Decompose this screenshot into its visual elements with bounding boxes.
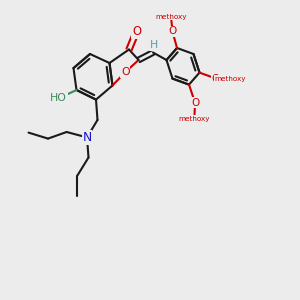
Text: O: O bbox=[168, 26, 177, 37]
Text: O: O bbox=[121, 67, 130, 77]
Text: O: O bbox=[212, 74, 220, 84]
Text: O: O bbox=[132, 25, 141, 38]
Text: methoxy: methoxy bbox=[155, 14, 187, 20]
Text: O: O bbox=[191, 98, 199, 108]
Text: methoxy: methoxy bbox=[215, 76, 246, 82]
Text: HO: HO bbox=[50, 93, 67, 103]
Text: methoxy: methoxy bbox=[179, 116, 210, 122]
Text: N: N bbox=[82, 131, 91, 144]
Text: H: H bbox=[150, 40, 158, 50]
